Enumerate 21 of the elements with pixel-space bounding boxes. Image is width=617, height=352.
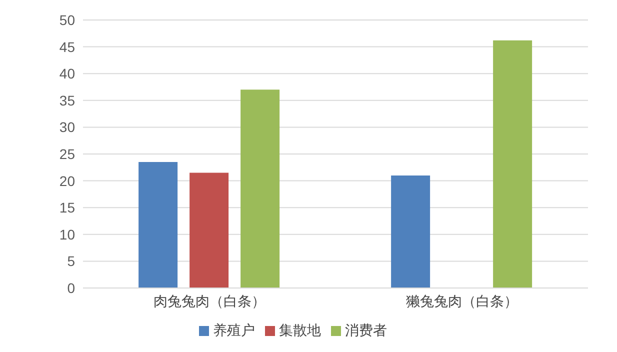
y-tick-label: 5: [67, 253, 76, 270]
y-tick-label: 50: [59, 12, 76, 28]
bar: [391, 175, 430, 288]
y-tick-label: 40: [59, 66, 76, 82]
legend-label: 养殖户: [213, 322, 255, 338]
y-tick-label: 20: [59, 172, 76, 189]
bar: [493, 40, 532, 288]
y-tick-label: 45: [59, 38, 76, 55]
legend-label: 消费者: [345, 322, 387, 338]
legend-label: 集散地: [279, 322, 321, 338]
bar: [240, 90, 280, 288]
bar: [190, 172, 229, 288]
x-tick-label: 獭兔兔肉（白条）: [406, 292, 518, 309]
y-tick-label: 35: [59, 92, 76, 108]
y-tick-label: 0: [67, 280, 76, 296]
bar: [138, 162, 178, 288]
y-tick-label: 30: [59, 119, 76, 136]
y-tick-label: 25: [59, 146, 76, 162]
y-tick-label: 15: [59, 200, 76, 216]
x-tick-label: 肉兔兔肉（白条）: [153, 292, 266, 309]
y-tick-label: 10: [59, 226, 76, 242]
